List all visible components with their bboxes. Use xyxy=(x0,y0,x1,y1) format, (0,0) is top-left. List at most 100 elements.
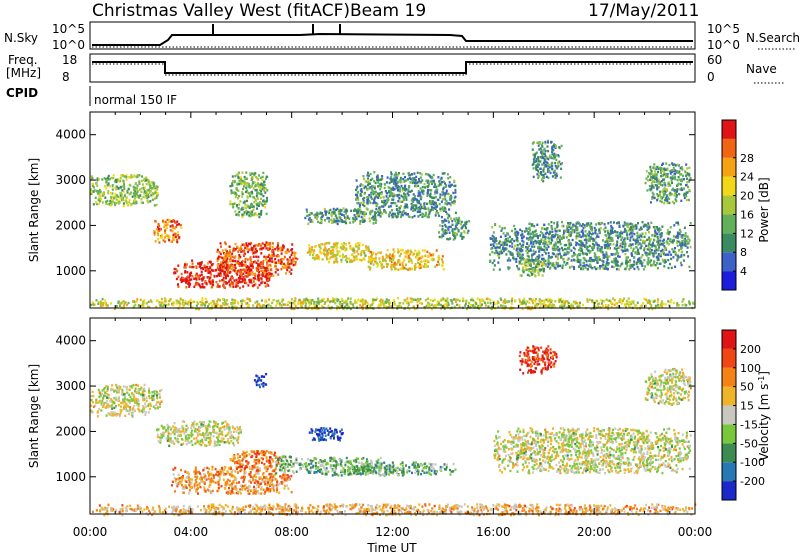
data-cell xyxy=(503,242,506,246)
data-cell xyxy=(451,233,454,236)
data-cell xyxy=(315,216,318,219)
data-cell xyxy=(641,261,644,264)
data-cell xyxy=(238,253,241,257)
data-cell xyxy=(663,169,666,172)
data-cell xyxy=(533,230,536,233)
data-cell xyxy=(588,224,591,227)
data-cell xyxy=(341,253,344,256)
data-cell xyxy=(414,179,417,182)
data-cell xyxy=(633,267,636,271)
data-cell xyxy=(224,255,227,258)
data-cell xyxy=(494,223,497,226)
data-cell xyxy=(607,233,610,237)
data-cell xyxy=(435,249,438,252)
data-cell xyxy=(227,269,229,272)
data-cell xyxy=(340,243,343,246)
data-cell xyxy=(606,263,609,267)
data-cell xyxy=(377,251,379,254)
data-cell xyxy=(549,267,551,270)
data-cell xyxy=(257,277,260,280)
data-cell xyxy=(447,201,450,205)
data-cell xyxy=(545,156,548,159)
data-cell xyxy=(669,184,672,187)
data-cell xyxy=(611,253,614,256)
data-cell xyxy=(221,265,224,268)
data-cell xyxy=(652,175,655,178)
data-cell xyxy=(196,274,199,277)
data-cell xyxy=(552,157,555,160)
data-cell xyxy=(255,261,258,265)
data-cell xyxy=(590,258,593,262)
data-cell xyxy=(662,195,665,199)
data-cell xyxy=(320,216,323,219)
data-cell xyxy=(533,233,536,237)
data-cell xyxy=(500,249,503,252)
data-cell xyxy=(346,215,349,218)
data-cell xyxy=(195,272,198,275)
data-cell xyxy=(542,180,545,183)
data-cell xyxy=(257,184,260,187)
data-cell xyxy=(251,284,254,288)
data-cell xyxy=(659,190,662,193)
data-cell xyxy=(656,240,658,243)
data-cell xyxy=(514,228,517,231)
data-cell xyxy=(247,185,250,188)
data-cell xyxy=(371,217,373,220)
data-cell xyxy=(367,247,370,251)
data-cell xyxy=(630,225,632,229)
data-cell xyxy=(602,239,604,242)
data-cell xyxy=(649,173,651,176)
data-cell xyxy=(623,230,626,233)
data-cell xyxy=(272,253,275,256)
data-cell xyxy=(422,192,425,196)
data-cell xyxy=(189,272,192,275)
data-cell xyxy=(208,271,211,274)
data-cell xyxy=(334,258,337,262)
data-cell xyxy=(141,175,143,178)
data-cell xyxy=(135,200,138,203)
data-cell xyxy=(370,261,373,264)
data-cell xyxy=(434,195,437,199)
data-cell xyxy=(277,261,280,264)
data-cell xyxy=(133,188,136,191)
data-cell xyxy=(179,302,182,305)
data-cell xyxy=(253,284,256,287)
data-cell xyxy=(388,215,391,218)
data-cell xyxy=(448,185,451,188)
data-cell xyxy=(646,179,649,182)
data-cell xyxy=(678,188,681,191)
data-cell xyxy=(264,187,267,190)
data-cell xyxy=(311,256,314,260)
data-cell xyxy=(389,191,392,194)
data-cell xyxy=(638,257,641,260)
data-cell xyxy=(537,235,539,238)
data-cell xyxy=(342,244,345,248)
data-cell xyxy=(305,208,308,211)
data-cell xyxy=(554,233,557,236)
data-cell xyxy=(659,241,661,244)
data-cell xyxy=(338,250,341,253)
data-cell xyxy=(248,248,251,251)
data-cell xyxy=(404,187,407,190)
data-cell xyxy=(387,255,389,258)
data-cell xyxy=(686,181,689,184)
data-cell xyxy=(286,261,289,264)
data-cell xyxy=(250,241,253,245)
data-cell xyxy=(537,255,540,258)
data-cell xyxy=(379,262,382,265)
data-cell xyxy=(627,297,630,300)
data-cell xyxy=(688,189,691,192)
data-cell xyxy=(654,229,657,233)
data-cell xyxy=(415,198,418,201)
data-cell xyxy=(393,255,396,258)
data-cell xyxy=(438,214,441,217)
data-cell xyxy=(144,186,147,189)
data-cell xyxy=(386,265,388,268)
data-cell xyxy=(372,251,375,254)
data-cell xyxy=(408,268,411,271)
data-cell xyxy=(506,259,509,262)
data-cell xyxy=(246,212,248,215)
data-cell xyxy=(248,206,251,210)
data-cell xyxy=(258,202,261,205)
data-cell xyxy=(443,206,446,210)
